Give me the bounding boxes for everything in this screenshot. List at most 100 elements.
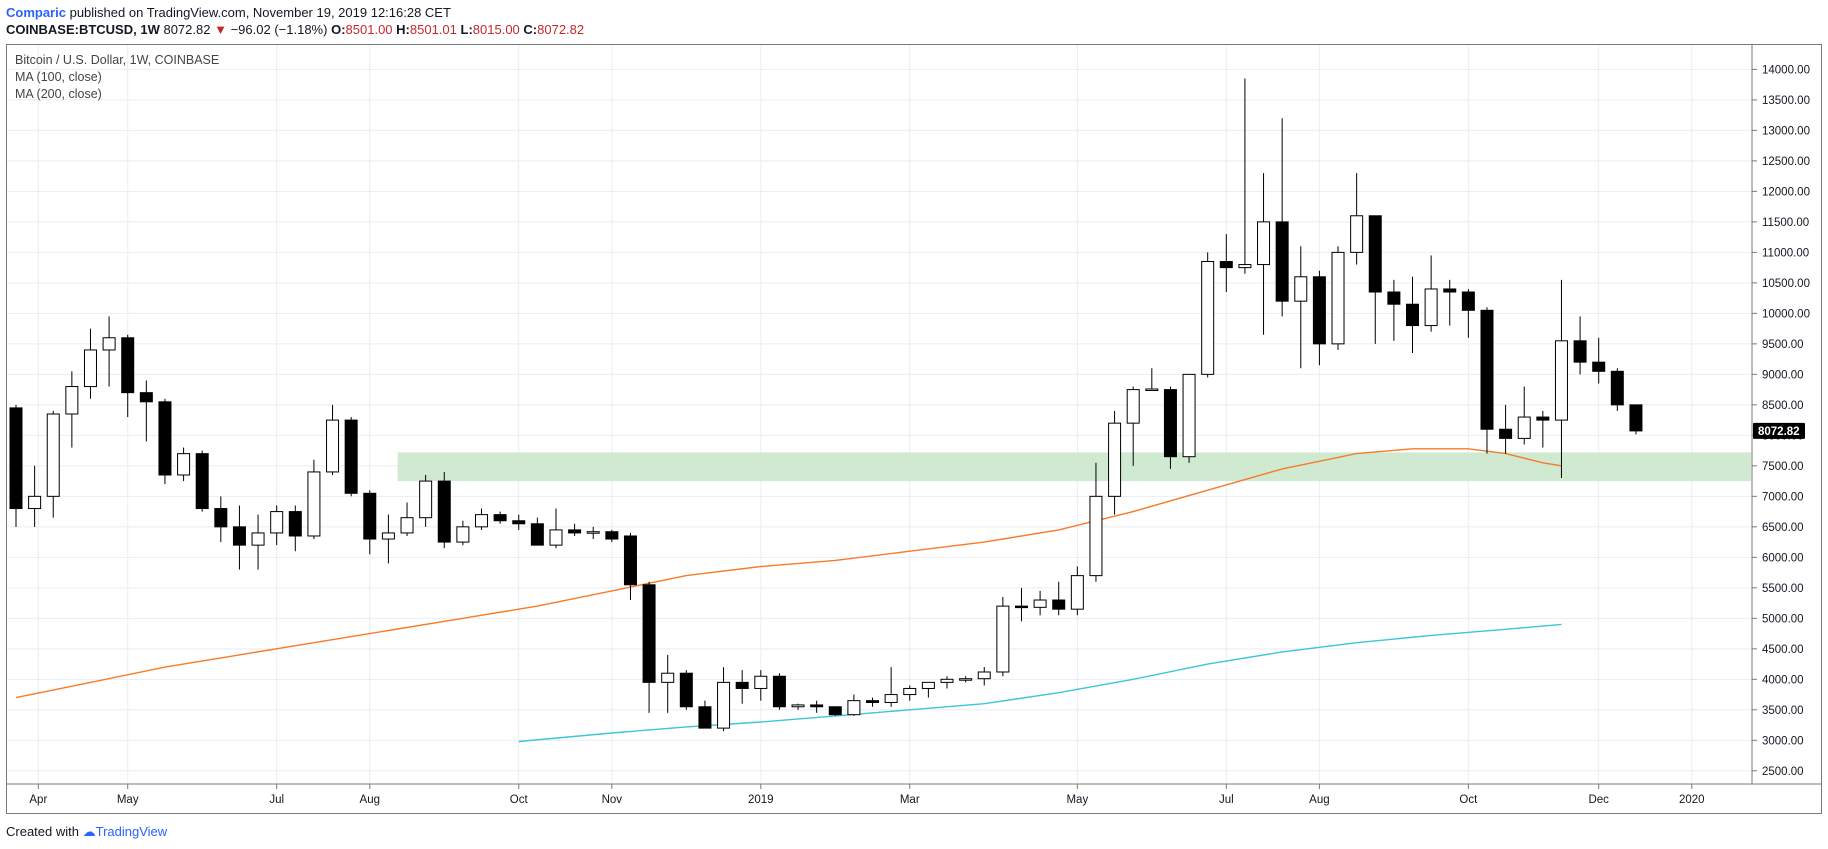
candle	[717, 667, 731, 732]
candle-body	[530, 523, 544, 546]
candle	[1033, 590, 1047, 616]
candle	[1257, 173, 1271, 335]
candle	[1275, 118, 1289, 317]
candle	[586, 526, 600, 540]
candle	[46, 410, 60, 518]
candle	[698, 700, 712, 729]
candle-body	[1294, 276, 1308, 302]
price-tick-label: 8500.00	[1762, 400, 1804, 412]
candle-body	[623, 535, 637, 586]
candle-body	[139, 392, 153, 403]
candle-body	[1163, 389, 1177, 458]
price-tick-label: 3500.00	[1762, 705, 1804, 717]
candle	[400, 502, 414, 536]
candle	[1052, 581, 1066, 616]
candle	[83, 328, 97, 399]
candle	[437, 471, 451, 549]
candle-body	[1517, 416, 1531, 439]
candle-body	[754, 675, 768, 689]
low-value: 8015.00	[472, 22, 520, 37]
time-axis: Apr May Jul Aug Oct Nov 2019 Mar May Jul Aug Oct Dec…	[29, 784, 1705, 806]
candle	[1238, 78, 1252, 274]
price-tick-label: 12500.00	[1762, 156, 1810, 168]
time-tick-label: Jul	[1219, 794, 1234, 806]
candle	[1554, 279, 1568, 479]
candle	[1294, 246, 1308, 369]
candle	[1517, 386, 1531, 445]
price-tick-label: 9500.00	[1762, 339, 1804, 351]
publish-info: Comparic published on TradingView.com, N…	[6, 5, 451, 21]
time-tick-label: Aug	[1309, 794, 1329, 806]
candle-body	[1312, 276, 1326, 345]
down-arrow-icon: ▼	[214, 22, 227, 37]
last-price-badge	[1753, 422, 1805, 439]
price-tick-label: 13500.00	[1762, 95, 1810, 107]
candle-body	[977, 671, 991, 680]
candle	[903, 685, 917, 701]
legend-ma200: MA (200, close)	[15, 87, 102, 101]
candle-body	[1275, 221, 1289, 302]
candle	[9, 404, 23, 527]
candle-body	[270, 511, 284, 534]
candle-body	[326, 419, 340, 473]
support-zone	[397, 452, 1752, 482]
candle	[232, 505, 246, 570]
candle	[419, 474, 433, 527]
candle	[1461, 288, 1475, 338]
price-tick-label: 14000.00	[1762, 64, 1810, 76]
candle-body	[251, 532, 265, 546]
tradingview-logo-icon[interactable]: ☁	[82, 824, 96, 839]
candle-body	[437, 480, 451, 543]
last-price: 8072.82	[163, 22, 211, 37]
candle-body	[772, 675, 786, 708]
candle-body	[1070, 575, 1084, 610]
low-label: L:	[460, 22, 473, 37]
candle-body	[307, 471, 321, 537]
candle-body	[419, 480, 433, 519]
candle	[940, 676, 954, 689]
candle-body	[344, 419, 358, 494]
candle-body	[46, 413, 60, 497]
candle	[1312, 270, 1326, 366]
footer: Created with ☁TradingView	[6, 824, 167, 840]
candle	[1443, 279, 1457, 326]
candle	[251, 514, 265, 570]
candle-body	[586, 531, 600, 534]
high-value: 8501.01	[409, 22, 457, 37]
price-tick-label: 7000.00	[1762, 491, 1804, 503]
candle-body	[214, 508, 228, 528]
candle	[1610, 368, 1624, 411]
price-change: −96.02 (−1.18%)	[230, 22, 328, 37]
last-price-label: 8072.82	[1758, 426, 1800, 438]
candle-body	[232, 526, 246, 546]
candle	[121, 334, 135, 418]
candle-body	[363, 492, 377, 540]
high-label: H:	[396, 22, 410, 37]
candle	[456, 520, 470, 546]
candle-body	[1554, 340, 1568, 421]
price-tick-label: 7500.00	[1762, 461, 1804, 473]
candle	[214, 496, 228, 543]
time-tick-label: 2020	[1679, 794, 1705, 806]
candle-body	[288, 511, 302, 537]
created-with-text: Created with	[6, 824, 79, 839]
candle-body	[1257, 221, 1271, 266]
candle-body	[456, 526, 470, 543]
candle-body	[1629, 404, 1643, 432]
candle-body	[1610, 370, 1624, 406]
tradingview-link[interactable]: TradingView	[95, 824, 168, 839]
chart-frame[interactable]	[6, 44, 1822, 814]
candle-body	[1219, 261, 1233, 269]
candle-body	[717, 681, 731, 729]
time-tick-label: Jul	[269, 794, 284, 806]
author-link[interactable]: Comparic	[6, 5, 66, 20]
open-label: O:	[331, 22, 346, 37]
candle	[195, 450, 209, 512]
time-tick-label: Mar	[900, 794, 920, 806]
price-tick-label: 5000.00	[1762, 613, 1804, 625]
time-tick-label: Dec	[1588, 794, 1609, 806]
candle	[1536, 410, 1550, 448]
candle	[1070, 566, 1084, 616]
candle	[866, 697, 880, 707]
